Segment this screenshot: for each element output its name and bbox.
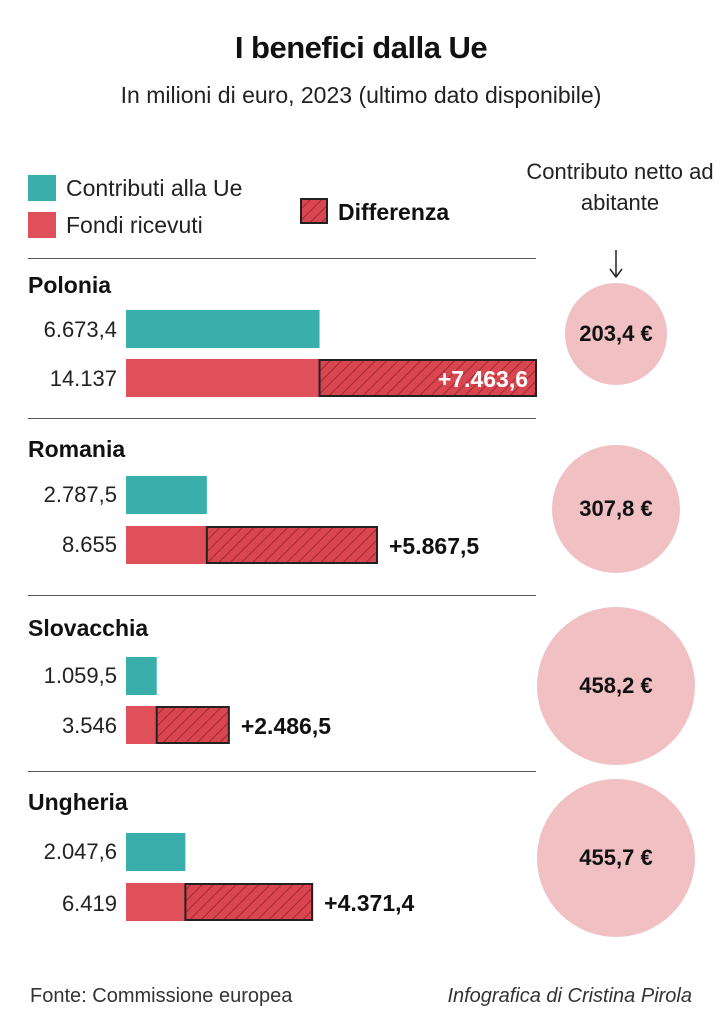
funds-value-ungheria: 6.419 (61, 891, 117, 916)
net-per-capita-circle-slovacchia: 458,2 € (537, 607, 695, 765)
difference-label-ungheria: +4.371,4 (324, 890, 414, 916)
contribution-value-ungheria: 2.047,6 (43, 839, 117, 864)
contribution-value-polonia: 6.673,4 (43, 317, 117, 342)
legend-swatch-difference (300, 198, 328, 224)
funds-value-slovacchia: 3.546 (61, 713, 117, 738)
country-label-slovacchia: Slovacchia (28, 615, 149, 641)
legend-label-difference: Differenza (338, 199, 450, 225)
contribution-bar-slovacchia (126, 657, 157, 695)
difference-label-romania: +5.867,5 (389, 533, 479, 559)
contribution-bar-romania (126, 476, 207, 514)
net-per-capita-circle-romania: 307,8 € (552, 445, 680, 573)
credit-note: Infografica di Cristina Pirola (447, 985, 692, 1007)
separator (28, 418, 536, 419)
legend-label-contributions: Contributi alla Ue (66, 175, 243, 201)
country-label-ungheria: Ungheria (28, 789, 128, 815)
arrow-down-icon (609, 250, 623, 279)
country-label-romania: Romania (28, 436, 126, 462)
legend-label-funds: Fondi ricevuti (66, 212, 203, 238)
funds-value-polonia: 14.137 (49, 366, 117, 391)
country-label-polonia: Polonia (28, 272, 112, 298)
difference-bar-romania (205, 526, 379, 564)
contribution-bar-polonia (126, 310, 320, 348)
difference-bar-ungheria (184, 883, 314, 921)
separator (28, 595, 536, 596)
contribution-bar-ungheria (126, 833, 186, 871)
source-note: Fonte: Commissione europea (30, 985, 293, 1007)
chart-subtitle: In milioni di euro, 2023 (ultimo dato di… (120, 82, 602, 108)
contribution-value-slovacchia: 1.059,5 (43, 663, 117, 688)
funds-value-romania: 8.655 (61, 532, 117, 557)
chart-title: I benefici dalla Ue (234, 30, 488, 65)
difference-label-polonia: +7.463,6 (438, 366, 528, 392)
difference-bar-slovacchia (155, 706, 230, 744)
net-per-capita-circle-ungheria: 455,7 € (537, 779, 695, 937)
legend-swatch-funds (28, 212, 56, 238)
difference-bar-polonia (318, 359, 537, 397)
separator (28, 771, 536, 772)
legend-swatch-contributions (28, 175, 56, 201)
separator (28, 258, 536, 259)
contribution-value-romania: 2.787,5 (43, 482, 117, 507)
difference-label-slovacchia: +2.486,5 (241, 713, 331, 739)
net-per-capita-header: Contributo netto ad abitante (526, 159, 714, 215)
net-per-capita-circle-polonia: 203,4 € (565, 283, 667, 385)
